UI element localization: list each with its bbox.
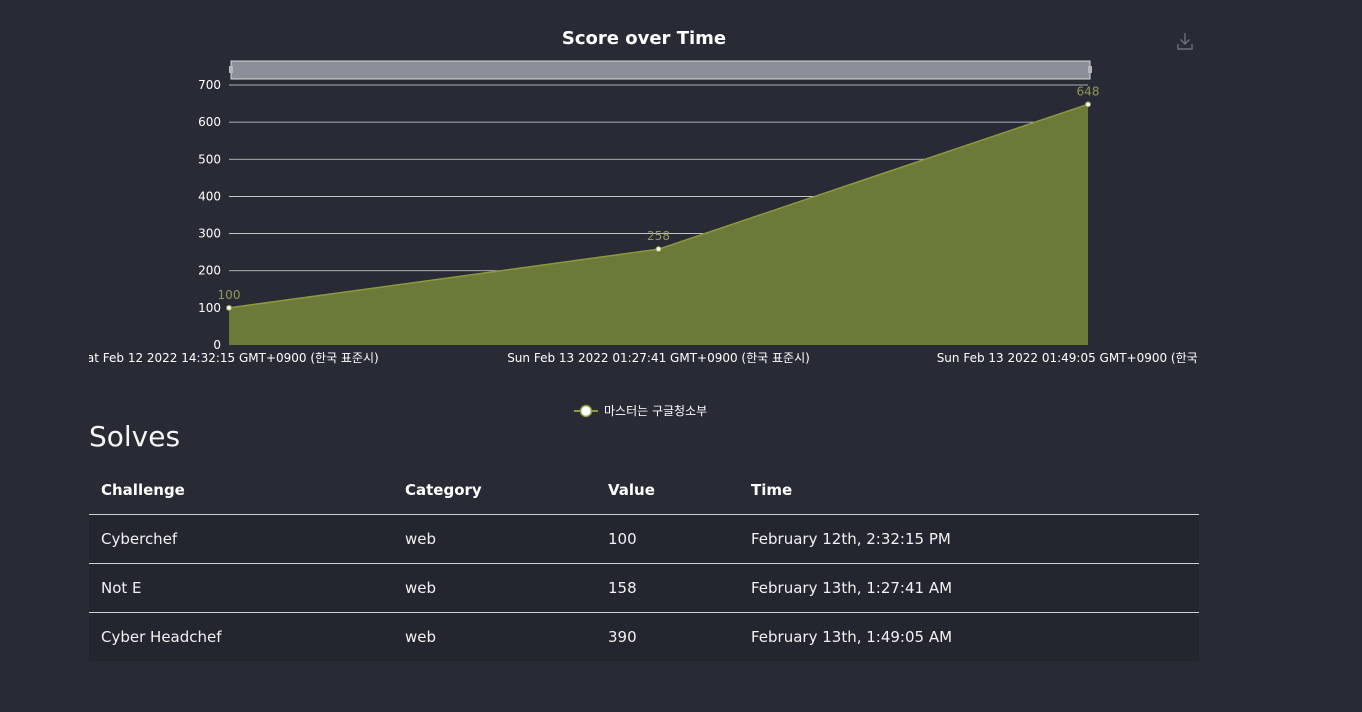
table-row: Not E web 158 February 13th, 1:27:41 AM: [89, 563, 1199, 613]
zoom-handle-right[interactable]: [1088, 66, 1092, 73]
data-label: 648: [1077, 84, 1100, 98]
zoom-slider[interactable]: [229, 60, 1092, 80]
legend[interactable]: 마스터는 구글청소부: [574, 404, 707, 418]
legend-marker-icon: [579, 404, 593, 418]
y-tick-label: 200: [198, 264, 221, 278]
cell-category: web: [393, 563, 596, 613]
cell-value: 100: [596, 514, 739, 564]
y-tick-label: 300: [198, 227, 221, 241]
column-header-challenge: Challenge: [89, 466, 393, 515]
series-area-fill: [229, 104, 1088, 345]
cell-time: February 13th, 1:27:41 AM: [739, 563, 1199, 613]
cell-challenge: Not E: [89, 563, 393, 613]
y-tick-label: 500: [198, 152, 221, 166]
solves-heading: Solves: [89, 420, 181, 453]
zoom-handle-left[interactable]: [229, 66, 233, 73]
cell-value: 158: [596, 563, 739, 613]
cell-category: web: [393, 514, 596, 564]
legend-series-label[interactable]: 마스터는 구글청소부: [604, 404, 707, 418]
download-icon[interactable]: [1172, 28, 1198, 54]
x-tick-label: Sat Feb 12 2022 14:32:15 GMT+0900 (한국 표준…: [79, 351, 378, 365]
data-point[interactable]: [1085, 101, 1091, 108]
cell-challenge: Cyberchef: [89, 514, 393, 564]
x-axis: Sat Feb 12 2022 14:32:15 GMT+0900 (한국 표준…: [79, 351, 1240, 365]
table-row: Cyber Headchef web 390 February 13th, 1:…: [89, 612, 1199, 661]
cell-value: 390: [596, 612, 739, 661]
x-tick-label: Sun Feb 13 2022 01:49:05 GMT+0900 (한국 표준…: [937, 351, 1240, 365]
column-header-time: Time: [739, 466, 1199, 515]
cell-category: web: [393, 612, 596, 661]
table-header-row: Challenge Category Value Time: [89, 466, 1199, 515]
y-axis: 0 100 200 300 400 500 600 700: [198, 78, 221, 352]
column-header-value: Value: [596, 466, 739, 515]
zoom-slider-bar[interactable]: [230, 60, 1091, 80]
table-row: Cyberchef web 100 February 12th, 2:32:15…: [89, 514, 1199, 564]
data-point[interactable]: [226, 304, 232, 311]
y-tick-label: 100: [198, 301, 221, 315]
grid-lines: [229, 84, 1088, 309]
score-chart-svg: 100 258 648 0 100 200 300 400 500 600 700 Sat Feb…: [79, 28, 1240, 418]
cell-time: February 12th, 2:32:15 PM: [739, 514, 1199, 564]
y-tick-label: 0: [213, 338, 221, 352]
cell-challenge: Cyber Headchef: [89, 612, 393, 661]
y-tick-label: 400: [198, 189, 221, 203]
series-area: 100 258 648: [218, 84, 1100, 345]
x-tick-label: Sun Feb 13 2022 01:27:41 GMT+0900 (한국 표준…: [507, 351, 810, 365]
y-tick-label: 700: [198, 78, 221, 92]
data-label: 258: [647, 229, 670, 243]
solves-table: Challenge Category Value Time Cyberchef …: [89, 466, 1199, 661]
data-label: 100: [218, 288, 241, 302]
chart-title: Score over Time: [562, 28, 726, 49]
column-header-category: Category: [393, 466, 596, 515]
cell-time: February 13th, 1:49:05 AM: [739, 612, 1199, 661]
score-chart: 100 258 648 0 100 200 300 400 500 600 700 Sat Feb…: [79, 28, 1240, 418]
y-tick-label: 600: [198, 115, 221, 129]
data-point[interactable]: [655, 246, 662, 253]
